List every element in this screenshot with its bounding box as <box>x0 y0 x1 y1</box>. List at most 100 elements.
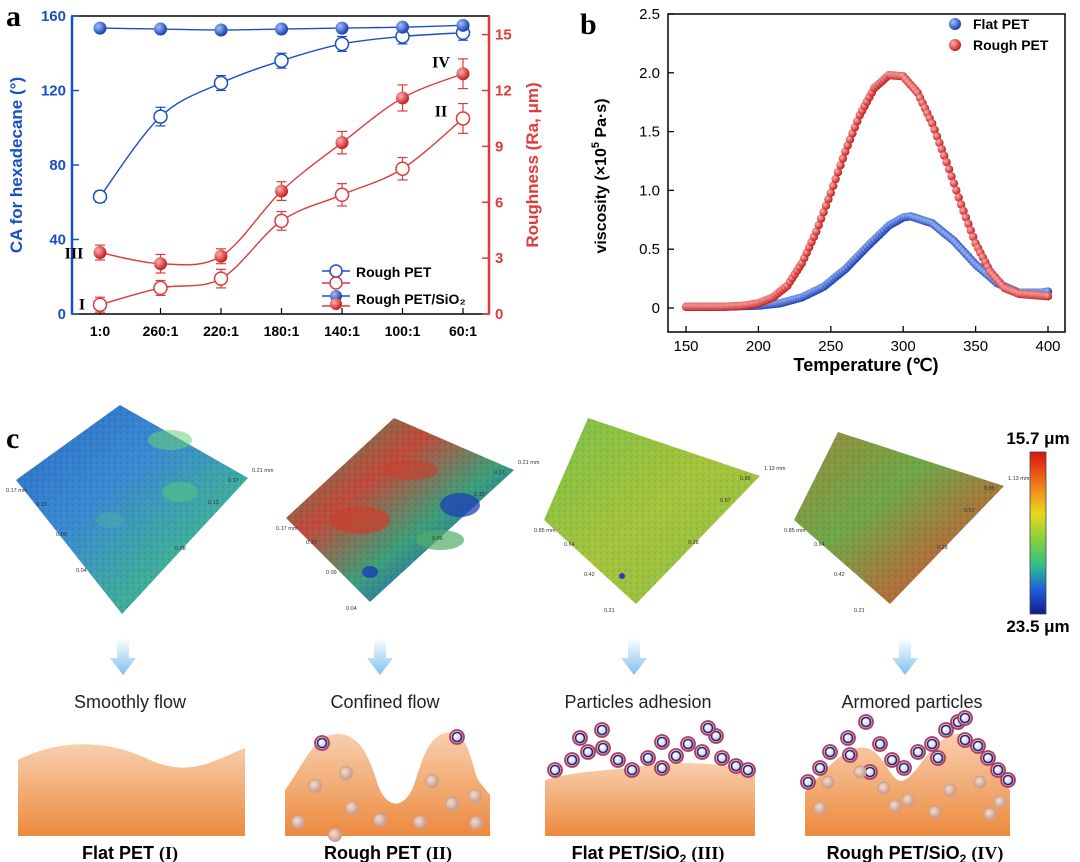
data-point <box>335 21 349 35</box>
y-tick-label: 1.5 <box>639 124 660 141</box>
embedded-particle <box>928 805 942 819</box>
left-tick-label: 80 <box>49 157 66 174</box>
data-point <box>829 181 838 191</box>
data-point <box>814 220 823 230</box>
scan-feature <box>440 493 480 517</box>
x-tick-label: 200 <box>746 338 771 355</box>
scan-tick-label: 0.64 <box>814 542 825 548</box>
particle-core-ring <box>959 712 971 724</box>
particle-core-ring <box>982 752 994 764</box>
data-point <box>964 219 973 229</box>
data-point <box>154 22 167 36</box>
plot-frame-b <box>667 13 1066 333</box>
scan-tick-label: 0.85 mm <box>534 528 556 534</box>
scan-image-1: 0.17 mm 0.17 0.13 0.13 0.09 0.08 0.04 0.21 mm <box>6 405 274 614</box>
scan-tick-label: 0.21 mm <box>252 468 274 474</box>
data-point <box>940 151 949 160</box>
embedded-particle <box>345 801 359 815</box>
embedded-particle <box>813 801 827 815</box>
data-point <box>949 179 959 188</box>
colorbar-gradient <box>1029 451 1047 615</box>
legend-marker-rough-red <box>329 276 343 290</box>
particle-core-ring <box>656 736 668 748</box>
particle-core-ring <box>860 716 872 728</box>
y-tick-label: 1.0 <box>639 182 660 199</box>
scan-tick-label: 0.13 <box>208 500 219 506</box>
particle-core-ring <box>612 754 624 766</box>
x-tick-label: 250 <box>818 338 843 355</box>
scan-tick-label: 0.09 <box>56 532 67 538</box>
embedded-particle <box>468 789 482 803</box>
scan-tick-label: 1.13 mm <box>1008 476 1030 482</box>
scan-tick-label: 0.04 <box>346 606 357 612</box>
flow-arrow-icon <box>892 638 918 675</box>
particle-core-ring <box>842 732 854 744</box>
legend-marker-rough-pet <box>949 39 961 51</box>
data-point <box>154 257 167 271</box>
scan-feature <box>416 530 464 550</box>
scan-tick-label: 0.21 mm <box>518 460 540 466</box>
particle-core-ring <box>844 749 856 761</box>
schematic-rough-pet <box>285 732 490 836</box>
particle-core-ring <box>696 746 708 758</box>
caption-armored-particles: Armored particles <box>841 692 982 712</box>
particle-core-ring <box>642 752 654 764</box>
scan-tick-label: 0.17 mm <box>276 526 298 532</box>
embedded-particle <box>983 807 997 821</box>
scan-tick-label: 0.04 <box>76 568 87 574</box>
y-tick-label: 0.5 <box>639 241 660 258</box>
embedded-particle <box>425 774 439 788</box>
data-point <box>826 188 835 197</box>
scan-tick-label: 0.13 <box>36 502 47 508</box>
schematic-flat-pet <box>18 744 245 836</box>
data-point <box>1043 292 1053 301</box>
data-point <box>455 111 471 126</box>
particle-core-ring <box>451 731 463 743</box>
legend-marker-sio2-red <box>330 298 342 310</box>
data-point <box>956 200 966 209</box>
x-axis-label-b: Temperature (℃) <box>794 355 939 375</box>
schematic-flat-pet-sio2 <box>545 763 755 836</box>
annotation-I: I <box>79 297 85 314</box>
particle-core-ring <box>670 750 682 762</box>
caption-particles-adhesion: Particles adhesion <box>564 692 711 712</box>
particle-core-ring <box>742 764 754 776</box>
right-axis-label: Roughness (Ra, μm) <box>523 82 542 247</box>
right-tick-label: 9 <box>495 138 503 155</box>
data-point <box>928 119 937 128</box>
left-axis-label: CA for hexadecane (°) <box>7 77 26 253</box>
series-0 <box>92 24 471 204</box>
label-flat-pet: Flat PET (I) <box>82 843 178 862</box>
embedded-particle <box>469 816 483 830</box>
data-point <box>275 22 288 36</box>
particle-core-ring <box>626 764 638 776</box>
data-point <box>275 184 288 198</box>
scan-feature <box>382 460 438 480</box>
x-tick-label: 400 <box>1035 338 1060 355</box>
data-point <box>456 18 470 32</box>
particle-core-ring <box>316 737 328 749</box>
particle-core-ring <box>824 746 836 758</box>
x-tick-label: 150 <box>673 338 698 355</box>
data-point <box>816 214 826 223</box>
data-point <box>395 161 410 176</box>
annotation-II: II <box>435 103 447 120</box>
right-tick-label: 6 <box>495 194 503 211</box>
data-point <box>824 195 833 204</box>
embedded-particle <box>445 797 459 811</box>
data-point <box>833 168 843 177</box>
embedded-particle <box>308 779 322 793</box>
particle-core-ring <box>582 746 594 758</box>
data-point <box>932 132 942 141</box>
scan-tick-label: 0.08 <box>175 546 186 552</box>
particle-core-ring <box>549 764 561 776</box>
scan-tick-label: 0.85 <box>740 476 751 482</box>
x-tick-label: 180:1 <box>264 323 300 339</box>
x-tick-label: 350 <box>963 338 988 355</box>
embedded-particle <box>339 766 353 780</box>
scan-tick-label: 0.21 <box>854 608 865 614</box>
caption-confined-flow: Confined flow <box>330 692 440 712</box>
scan-image-4: 0.85 mm 0.85 0.64 0.57 0.42 0.28 0.21 1.13 mm <box>784 432 1030 614</box>
y-tick-label: 2.0 <box>639 65 660 82</box>
particle-core-ring <box>898 762 910 774</box>
